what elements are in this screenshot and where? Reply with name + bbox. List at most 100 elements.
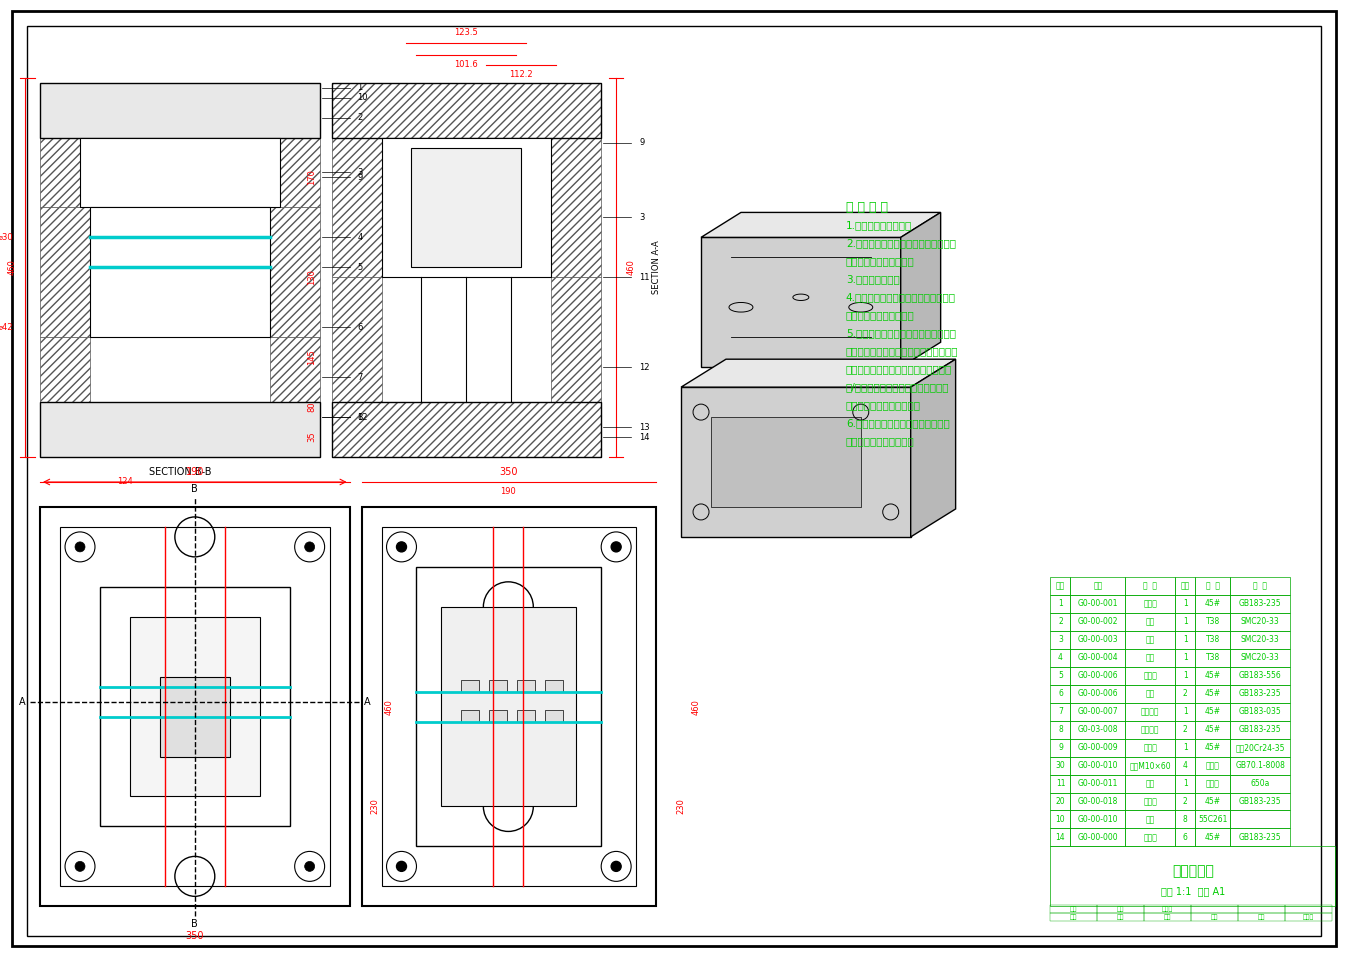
Bar	[1230, 811, 1289, 829]
Bar	[1285, 913, 1333, 922]
Bar	[1195, 721, 1230, 739]
Bar	[1195, 577, 1230, 595]
Bar	[1070, 757, 1125, 774]
Text: 1: 1	[1058, 599, 1063, 609]
Text: 1: 1	[1183, 635, 1187, 644]
Bar	[331, 82, 602, 138]
Text: GB183-235: GB183-235	[1238, 797, 1281, 806]
Bar	[40, 82, 319, 138]
Text: B: B	[191, 920, 198, 929]
Text: 2: 2	[358, 113, 363, 122]
Bar	[1070, 774, 1125, 792]
Text: GB183-235: GB183-235	[1238, 725, 1281, 734]
Text: 460: 460	[692, 699, 700, 715]
Bar	[1050, 631, 1070, 649]
Bar	[490, 679, 507, 692]
Text: 460: 460	[385, 699, 394, 715]
Bar	[1230, 739, 1289, 757]
Text: 1: 1	[1183, 671, 1187, 680]
Bar	[1070, 595, 1125, 612]
Bar	[1191, 905, 1238, 913]
Polygon shape	[701, 237, 900, 367]
Bar	[1070, 739, 1125, 757]
Bar	[1175, 577, 1195, 595]
Bar	[1230, 829, 1289, 846]
Text: 比例 1:1  图幅 A1: 比例 1:1 图幅 A1	[1160, 886, 1225, 897]
Bar	[1070, 702, 1125, 721]
Bar	[1230, 577, 1289, 595]
Text: 13: 13	[639, 423, 650, 432]
Polygon shape	[900, 212, 941, 367]
Text: 2: 2	[1058, 617, 1063, 626]
Text: 备  注: 备 注	[1253, 581, 1267, 590]
Bar	[1050, 667, 1070, 684]
Text: 35: 35	[307, 432, 316, 442]
Bar	[462, 710, 479, 722]
Text: 10: 10	[358, 93, 367, 102]
Bar	[381, 527, 637, 886]
Bar	[90, 208, 269, 337]
Text: 模芯: 模芯	[1145, 635, 1155, 644]
Bar	[1070, 631, 1125, 649]
Text: 14: 14	[639, 433, 650, 441]
Bar	[1050, 792, 1070, 811]
Polygon shape	[911, 359, 956, 537]
Text: 460: 460	[8, 259, 16, 276]
Text: 动作可靠，不得有相对歪斜和卡堵现象，: 动作可靠，不得有相对歪斜和卡堵现象，	[845, 346, 958, 356]
Text: 460: 460	[627, 259, 635, 276]
Bar	[490, 710, 507, 722]
Text: 顶针面板: 顶针面板	[1141, 707, 1159, 716]
Text: 1: 1	[1183, 779, 1187, 788]
Text: GB183-235: GB183-235	[1238, 689, 1281, 699]
Circle shape	[304, 861, 315, 872]
Text: G0-00-000: G0-00-000	[1078, 833, 1119, 842]
Bar	[1125, 684, 1175, 702]
Text: 1: 1	[1183, 707, 1187, 716]
Text: 等损伤零件表面的缺陷。: 等损伤零件表面的缺陷。	[845, 256, 914, 266]
Bar	[1125, 702, 1175, 721]
Text: 滑块: 滑块	[1145, 654, 1155, 662]
Bar	[1175, 774, 1195, 792]
Text: 45#: 45#	[1205, 725, 1221, 734]
Bar	[1050, 595, 1070, 612]
Bar	[1195, 792, 1230, 811]
Text: 6: 6	[1183, 833, 1187, 842]
Text: 8: 8	[1183, 815, 1187, 824]
Text: 标准件: 标准件	[1206, 779, 1219, 788]
Text: 5: 5	[1058, 671, 1063, 680]
Text: G0-00-018: G0-00-018	[1078, 797, 1119, 806]
Text: 代号: 代号	[1163, 915, 1171, 920]
Bar	[1285, 905, 1333, 913]
Bar	[416, 567, 602, 846]
Bar	[1125, 631, 1175, 649]
Bar	[1070, 721, 1125, 739]
Text: 定模板: 定模板	[1143, 599, 1158, 609]
Text: 2: 2	[1183, 725, 1187, 734]
Text: 推出板: 推出板	[1143, 743, 1158, 752]
Text: 1: 1	[1183, 617, 1187, 626]
Text: 4: 4	[1183, 761, 1187, 770]
Bar	[40, 208, 90, 337]
Bar	[1125, 595, 1175, 612]
Text: 45#: 45#	[1205, 599, 1221, 609]
Bar	[1125, 612, 1175, 631]
Bar	[269, 208, 319, 337]
Text: 230: 230	[677, 798, 685, 814]
Text: 3.去除毛刺飞边。: 3.去除毛刺飞边。	[845, 275, 899, 284]
Text: 图号: 图号	[1117, 915, 1124, 920]
Bar	[552, 278, 602, 457]
Bar	[1175, 702, 1195, 721]
Bar	[1050, 905, 1097, 913]
Text: A: A	[19, 697, 26, 706]
Text: 123.5: 123.5	[455, 28, 478, 37]
Text: 350: 350	[499, 467, 518, 477]
Bar	[517, 710, 536, 722]
Bar	[1050, 577, 1070, 595]
Text: 代号: 代号	[1093, 581, 1102, 590]
Text: G0-00-009: G0-00-009	[1078, 743, 1119, 752]
Text: 标准件: 标准件	[1206, 761, 1219, 770]
Bar	[1175, 739, 1195, 757]
Text: 2.零件加工表面上，不应有划痕、磕伤: 2.零件加工表面上，不应有划痕、磕伤	[845, 238, 956, 249]
Text: 序号: 序号	[1055, 581, 1065, 590]
Bar	[1230, 702, 1289, 721]
